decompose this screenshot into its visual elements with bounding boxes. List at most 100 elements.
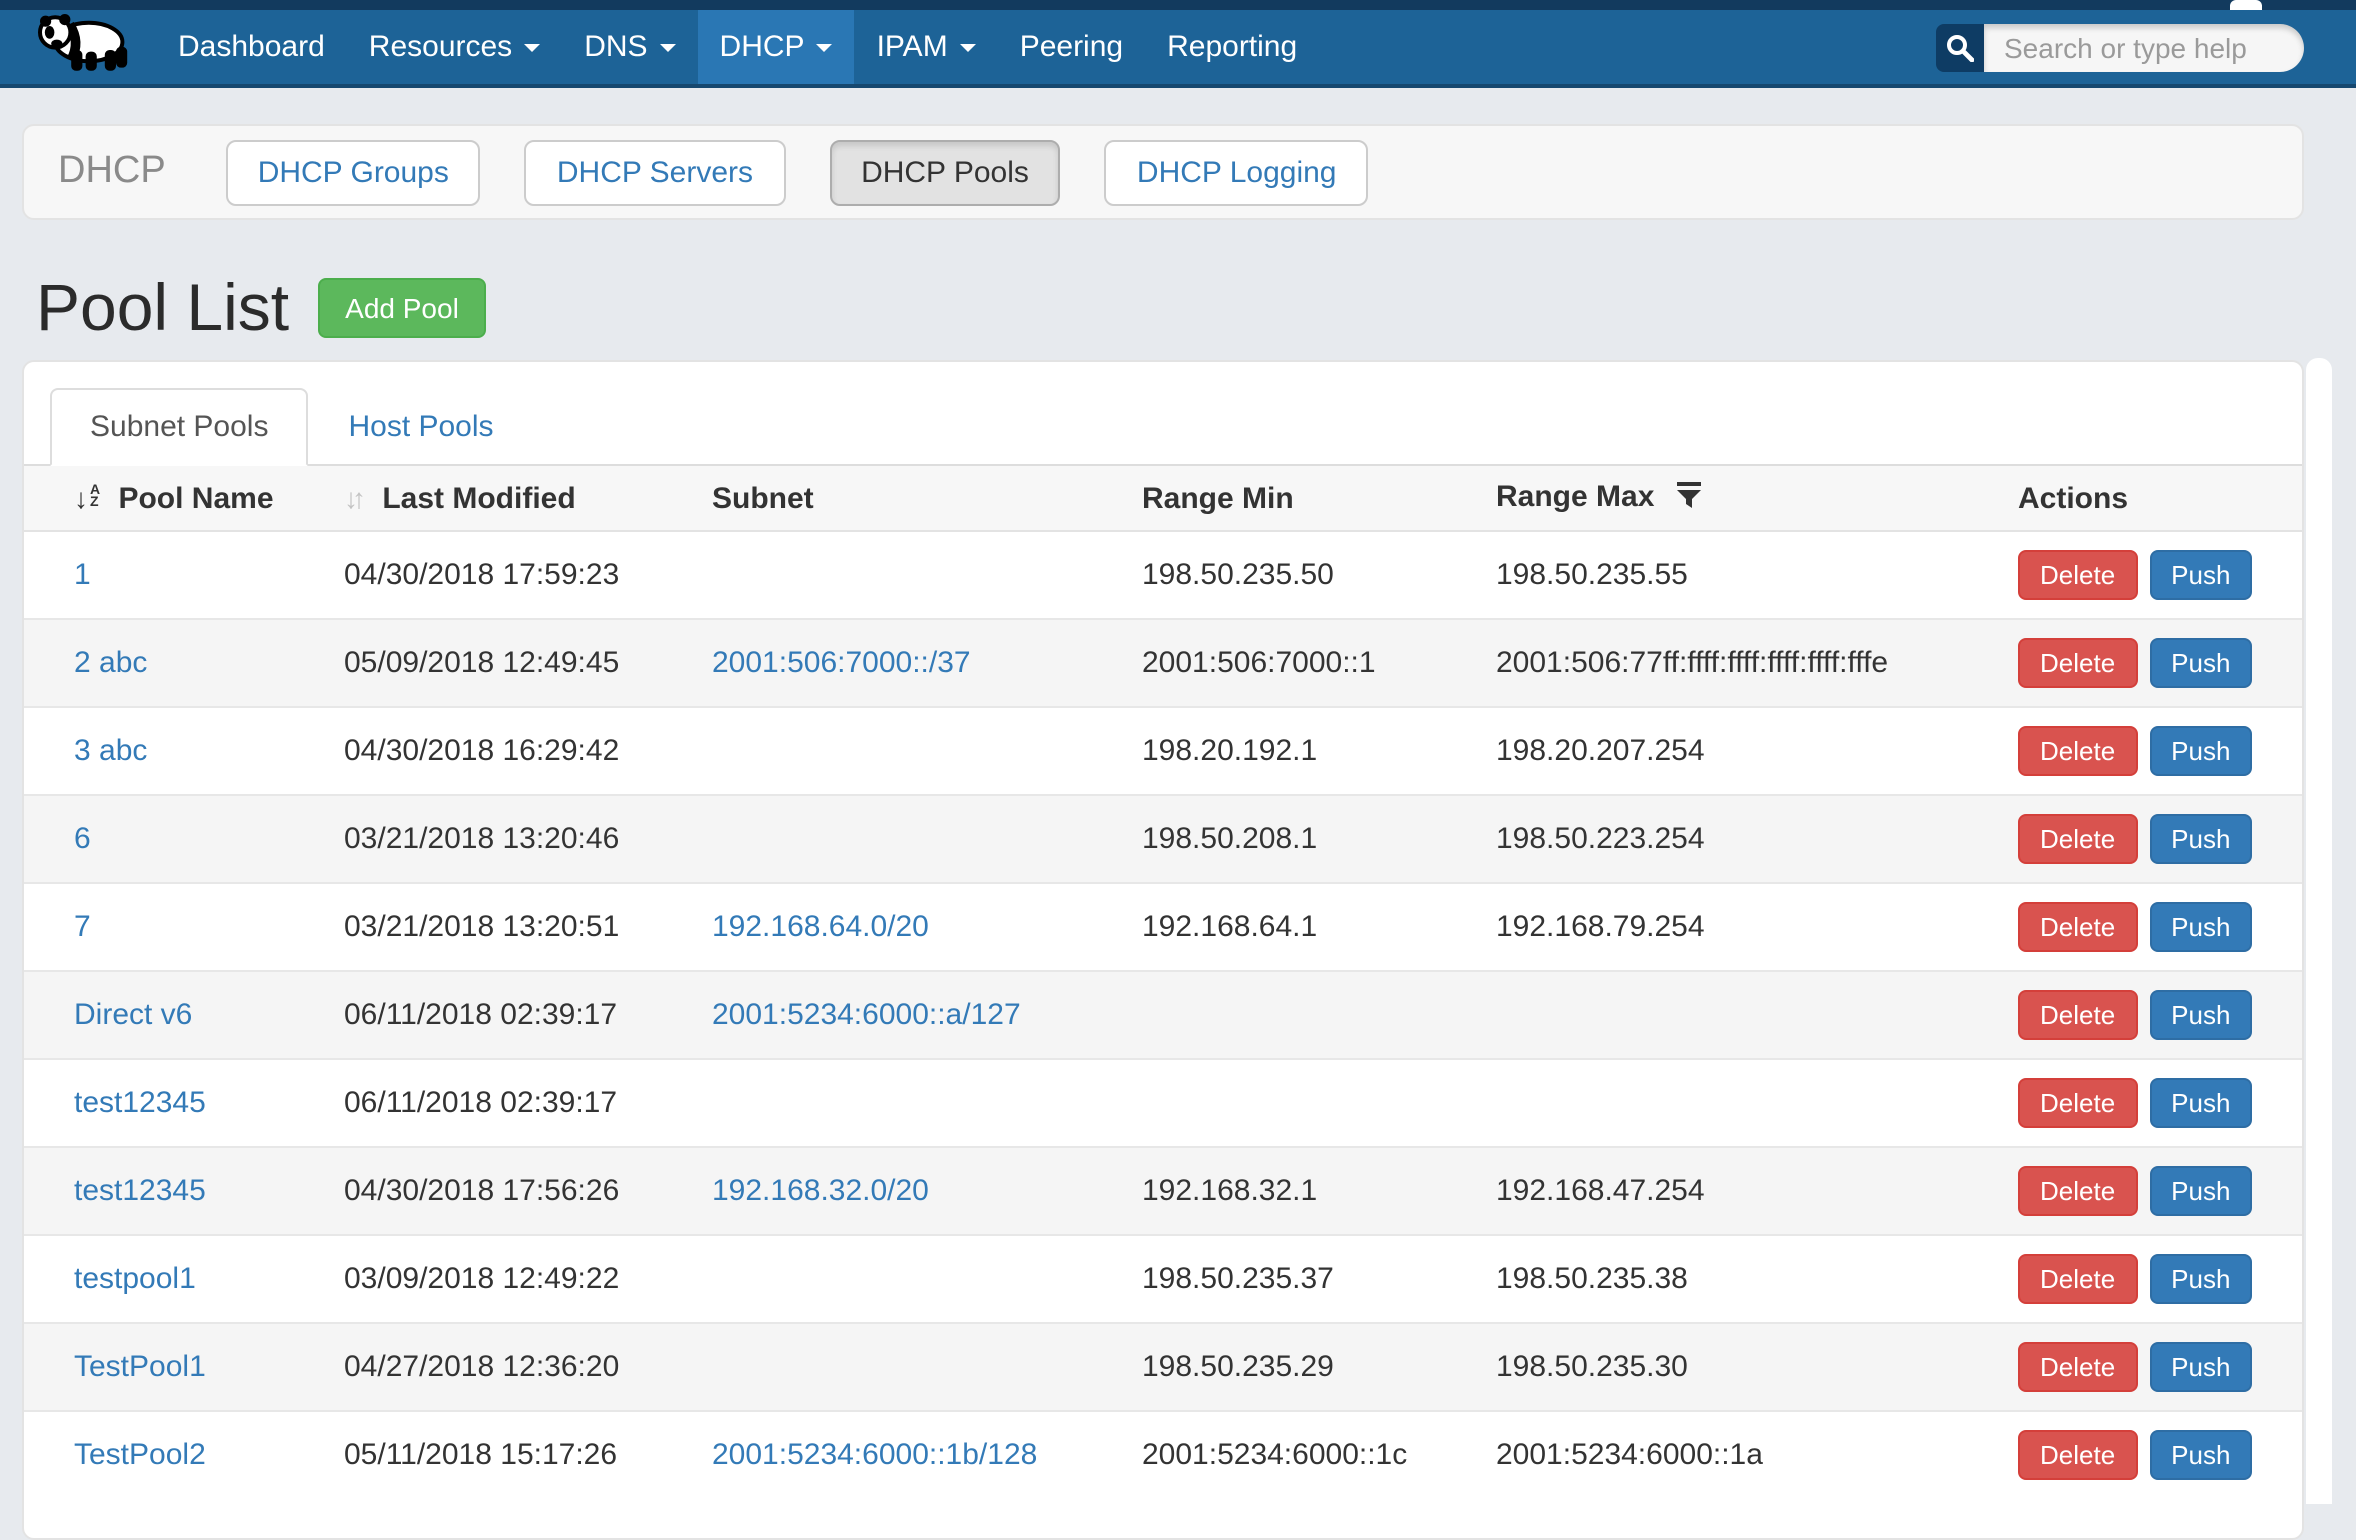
navbar-item[interactable]: DHCP: [698, 10, 855, 84]
column-header[interactable]: Range Max: [1446, 466, 1968, 531]
subnet-link[interactable]: 2001:506:7000::/37: [712, 646, 971, 680]
column-header[interactable]: ↓↑ Last Modified: [294, 466, 662, 531]
window-top-strip: [0, 0, 2356, 10]
filter-funnel-icon[interactable]: [1677, 482, 1703, 516]
delete-button[interactable]: Delete: [2018, 1166, 2137, 1216]
push-button[interactable]: Push: [2149, 726, 2252, 776]
subnav-button[interactable]: DHCP Groups: [226, 139, 481, 205]
push-button[interactable]: Push: [2149, 1342, 2252, 1392]
pool-name-cell: test12345: [24, 1059, 294, 1147]
delete-button[interactable]: Delete: [2018, 726, 2137, 776]
search-input[interactable]: [1984, 23, 2304, 71]
table-row: test12345 06/11/2018 02:39:17 DeletePush: [24, 1059, 2302, 1147]
pool-name-cell: 6: [24, 795, 294, 883]
column-header-label: Range Min: [1142, 481, 1294, 515]
subnav-button[interactable]: DHCP Servers: [525, 139, 785, 205]
navbar-item[interactable]: Dashboard: [156, 10, 347, 84]
last-modified-cell: 03/21/2018 13:20:51: [294, 883, 662, 971]
table-body: 1 04/30/2018 17:59:23 198.50.235.50 198.…: [24, 531, 2302, 1498]
subnav-button[interactable]: DHCP Pools: [829, 139, 1061, 205]
push-button[interactable]: Push: [2149, 902, 2252, 952]
subnet-cell: [662, 1235, 1092, 1323]
push-button[interactable]: Push: [2149, 550, 2252, 600]
navbar-search: [1936, 23, 2304, 71]
delete-button[interactable]: Delete: [2018, 1342, 2137, 1392]
sort-alpha-asc-icon[interactable]: ↓AZ: [74, 481, 100, 513]
push-button[interactable]: Push: [2149, 1430, 2252, 1480]
subnet-cell: 192.168.32.0/20: [662, 1147, 1092, 1235]
app-logo[interactable]: [0, 10, 156, 84]
column-header[interactable]: Subnet: [662, 466, 1092, 531]
range-min-cell: [1092, 1059, 1446, 1147]
actions-cell: DeletePush: [1968, 1323, 2302, 1411]
actions-cell: DeletePush: [1968, 619, 2302, 707]
navbar-item[interactable]: DNS: [562, 10, 697, 84]
pool-name-link[interactable]: TestPool1: [74, 1350, 206, 1384]
range-max-cell: 192.168.47.254: [1446, 1147, 1968, 1235]
navbar-item-label: Reporting: [1167, 30, 1297, 64]
range-max-cell: [1446, 1059, 1968, 1147]
range-max-cell: 192.168.79.254: [1446, 883, 1968, 971]
pool-name-link[interactable]: 1: [74, 558, 91, 592]
column-header[interactable]: ↓AZ Pool Name: [24, 466, 294, 531]
pool-tabs: Subnet PoolsHost Pools: [24, 388, 2302, 466]
range-max-cell: 198.50.223.254: [1446, 795, 1968, 883]
delete-button[interactable]: Delete: [2018, 1254, 2137, 1304]
subnet-link[interactable]: 192.168.32.0/20: [712, 1174, 929, 1208]
push-button[interactable]: Push: [2149, 1078, 2252, 1128]
range-min-cell: 2001:506:7000::1: [1092, 619, 1446, 707]
delete-button[interactable]: Delete: [2018, 1078, 2137, 1128]
tab[interactable]: Subnet Pools: [50, 388, 308, 466]
navbar-item[interactable]: Reporting: [1145, 10, 1319, 84]
push-button[interactable]: Push: [2149, 1254, 2252, 1304]
sort-icon[interactable]: ↓↑: [344, 481, 360, 513]
scrollbar-track[interactable]: [2306, 358, 2332, 1504]
page-heading-row: Pool List Add Pool: [22, 270, 2304, 346]
range-min-cell: 192.168.64.1: [1092, 883, 1446, 971]
pool-name-link[interactable]: TestPool2: [74, 1438, 206, 1472]
delete-button[interactable]: Delete: [2018, 902, 2137, 952]
pool-name-link[interactable]: 7: [74, 910, 91, 944]
table-row: 2 abc 05/09/2018 12:49:45 2001:506:7000:…: [24, 619, 2302, 707]
pool-name-link[interactable]: 3 abc: [74, 734, 147, 768]
delete-button[interactable]: Delete: [2018, 990, 2137, 1040]
push-button[interactable]: Push: [2149, 990, 2252, 1040]
search-icon[interactable]: [1936, 23, 1984, 71]
push-button[interactable]: Push: [2149, 814, 2252, 864]
navbar-item-label: DHCP: [720, 30, 805, 64]
column-header[interactable]: Actions: [1968, 466, 2302, 531]
add-pool-button[interactable]: Add Pool: [317, 278, 487, 338]
pool-name-link[interactable]: 2 abc: [74, 646, 147, 680]
navbar-item[interactable]: Resources: [347, 10, 562, 84]
pool-name-link[interactable]: testpool1: [74, 1262, 196, 1296]
navbar-item[interactable]: IPAM: [855, 10, 998, 84]
push-button[interactable]: Push: [2149, 1166, 2252, 1216]
pool-name-cell: 7: [24, 883, 294, 971]
pool-name-link[interactable]: 6: [74, 822, 91, 856]
dhcp-section-label: DHCP: [58, 150, 166, 194]
delete-button[interactable]: Delete: [2018, 550, 2137, 600]
delete-button[interactable]: Delete: [2018, 1430, 2137, 1480]
subnet-link[interactable]: 192.168.64.0/20: [712, 910, 929, 944]
tab[interactable]: Host Pools: [308, 388, 533, 466]
column-header[interactable]: Range Min: [1092, 466, 1446, 531]
pool-name-link[interactable]: Direct v6: [74, 998, 192, 1032]
subnet-cell: 2001:5234:6000::1b/128: [662, 1411, 1092, 1498]
subnet-link[interactable]: 2001:5234:6000::a/127: [712, 998, 1021, 1032]
pool-name-link[interactable]: test12345: [74, 1174, 206, 1208]
subnav-button[interactable]: DHCP Logging: [1105, 139, 1369, 205]
delete-button[interactable]: Delete: [2018, 638, 2137, 688]
pool-name-link[interactable]: test12345: [74, 1086, 206, 1120]
range-max-cell: 198.50.235.55: [1446, 531, 1968, 619]
range-min-cell: 198.50.235.50: [1092, 531, 1446, 619]
navbar-item-label: Resources: [369, 30, 512, 64]
push-button[interactable]: Push: [2149, 638, 2252, 688]
browser-chrome-artifact: [2230, 0, 2262, 10]
subnet-link[interactable]: 2001:5234:6000::1b/128: [712, 1438, 1037, 1472]
last-modified-cell: 05/11/2018 15:17:26: [294, 1411, 662, 1498]
page-title: Pool List: [36, 270, 289, 346]
delete-button[interactable]: Delete: [2018, 814, 2137, 864]
navbar-item-label: Peering: [1020, 30, 1123, 64]
range-max-cell: 198.20.207.254: [1446, 707, 1968, 795]
navbar-item[interactable]: Peering: [998, 10, 1145, 84]
